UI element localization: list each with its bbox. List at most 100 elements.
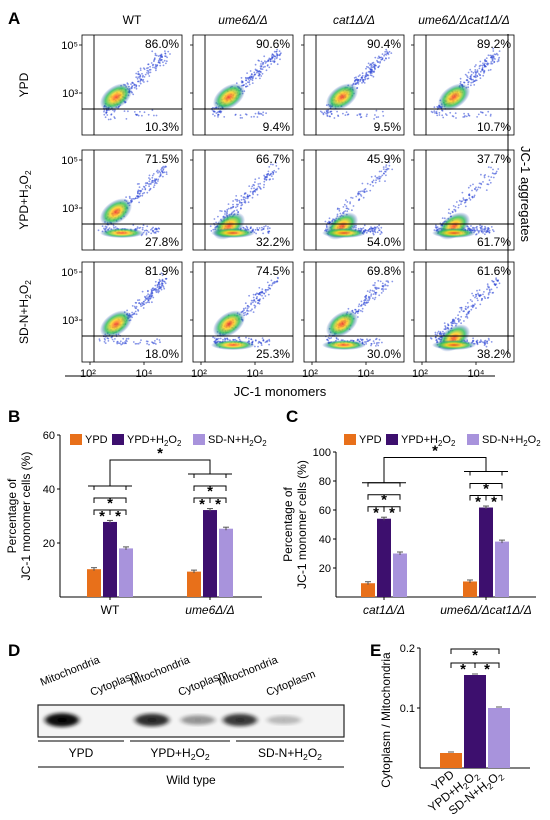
scatter-dot bbox=[377, 279, 380, 282]
scatter-dot bbox=[452, 318, 455, 321]
scatter-dot bbox=[360, 304, 363, 307]
scatter-dot bbox=[363, 188, 366, 191]
scatter-dot bbox=[339, 212, 342, 215]
scatter-dot bbox=[145, 233, 148, 236]
scatter-dot bbox=[250, 187, 253, 190]
column-header: cat1Δ/Δ bbox=[333, 13, 375, 27]
scatter-dot bbox=[227, 203, 230, 206]
scatter-dot bbox=[273, 58, 276, 60]
scatter-dot bbox=[264, 60, 266, 63]
scatter-dot bbox=[328, 337, 331, 340]
scatter-dot bbox=[472, 226, 474, 229]
scatter-dot bbox=[145, 232, 148, 235]
scatter-dot bbox=[472, 339, 475, 342]
flow-plot: 74.5% 25.3% 10² 10⁴ bbox=[190, 261, 294, 380]
scatter-dot bbox=[146, 182, 149, 185]
legend-label: YPD bbox=[85, 434, 108, 446]
scatter-dot bbox=[468, 77, 471, 80]
scatter-dot bbox=[152, 63, 155, 66]
scatter-dot bbox=[369, 189, 372, 192]
scatter-dot bbox=[474, 71, 477, 74]
scatter-dot bbox=[487, 292, 490, 295]
scatter-dot bbox=[367, 62, 370, 65]
bar bbox=[87, 569, 101, 597]
scatter-dot bbox=[127, 110, 129, 113]
scatter-dot bbox=[166, 56, 169, 59]
scatter-dot bbox=[381, 174, 384, 177]
scatter-dot bbox=[135, 302, 138, 304]
scatter-dot bbox=[490, 166, 492, 169]
scatter-dot bbox=[373, 298, 376, 301]
significance-bracket bbox=[383, 506, 401, 512]
scatter-dot bbox=[342, 206, 345, 208]
scatter-dot bbox=[273, 61, 276, 64]
scatter-dot bbox=[125, 196, 127, 199]
scatter-dot bbox=[325, 224, 328, 226]
scatter-dot bbox=[375, 286, 378, 289]
blot-band bbox=[264, 715, 304, 725]
flow-plot: 71.5% 27.8% 10⁵ 10³ bbox=[61, 149, 183, 251]
scatter-dot bbox=[165, 62, 167, 65]
scatter-dot bbox=[258, 73, 261, 76]
scatter-dot bbox=[138, 193, 141, 195]
scatter-dot bbox=[444, 325, 446, 327]
y-axis-label-line: Percentage of bbox=[281, 486, 295, 561]
scatter-dot bbox=[117, 342, 120, 344]
scatter-dot bbox=[385, 284, 387, 287]
scatter-dot bbox=[216, 338, 218, 341]
scatter-dot bbox=[125, 337, 128, 340]
scatter-dot bbox=[252, 75, 255, 78]
scatter-dot bbox=[486, 288, 488, 291]
scatter-dot bbox=[374, 282, 376, 284]
scatter-dot bbox=[447, 324, 450, 327]
scatter-dot bbox=[152, 229, 154, 232]
x-tick-label: 10⁴ bbox=[358, 368, 375, 380]
scatter-dot bbox=[105, 111, 108, 114]
scatter-dot bbox=[262, 297, 265, 300]
scatter-dot bbox=[321, 111, 323, 114]
scatter-dot bbox=[487, 293, 490, 296]
scatter-dot bbox=[241, 203, 244, 206]
scatter-dot bbox=[237, 203, 240, 206]
text-part: 2 bbox=[496, 772, 506, 783]
scatter-dot bbox=[476, 299, 479, 302]
scatter-dot bbox=[356, 114, 359, 117]
scatter-dot bbox=[483, 176, 486, 179]
scatter-dot bbox=[261, 291, 264, 294]
scatter-dot bbox=[360, 195, 363, 197]
bar bbox=[479, 507, 493, 597]
scatter-dot bbox=[213, 340, 216, 343]
text-part: YPD+ bbox=[401, 434, 430, 446]
scatter-dot bbox=[139, 67, 142, 70]
scatter-dot bbox=[135, 195, 138, 198]
scatter-dot bbox=[249, 227, 252, 230]
gate-percent-upper: 45.9% bbox=[367, 152, 401, 166]
row-label-text: YPD bbox=[17, 72, 31, 97]
scatter-dot bbox=[156, 169, 159, 172]
scatter-dot bbox=[157, 171, 159, 174]
scatter-dot bbox=[374, 114, 376, 116]
scatter-dot bbox=[355, 310, 358, 313]
scatter-dot bbox=[139, 110, 141, 113]
scatter-dot bbox=[144, 73, 147, 76]
scatter-dot bbox=[492, 50, 495, 52]
scatter-dot bbox=[497, 58, 500, 61]
scatter-dot bbox=[148, 301, 151, 304]
scatter-dot bbox=[472, 71, 475, 74]
bar bbox=[377, 518, 391, 597]
scatter-dot bbox=[466, 75, 468, 77]
scatter-dot bbox=[137, 299, 139, 302]
significance-star: * bbox=[373, 505, 379, 522]
scatter-dot bbox=[158, 286, 161, 288]
scatter-dot bbox=[386, 280, 389, 282]
scatter-dot bbox=[454, 206, 457, 208]
scatter-dot bbox=[495, 170, 498, 173]
scatter-dot bbox=[455, 117, 457, 119]
scatter-dot bbox=[482, 341, 484, 344]
scatter-dot bbox=[357, 305, 360, 308]
text-part: 2 bbox=[262, 439, 266, 448]
scatter-dot bbox=[125, 342, 127, 345]
scatter-dot bbox=[261, 294, 263, 297]
scatter-dot bbox=[372, 179, 375, 182]
